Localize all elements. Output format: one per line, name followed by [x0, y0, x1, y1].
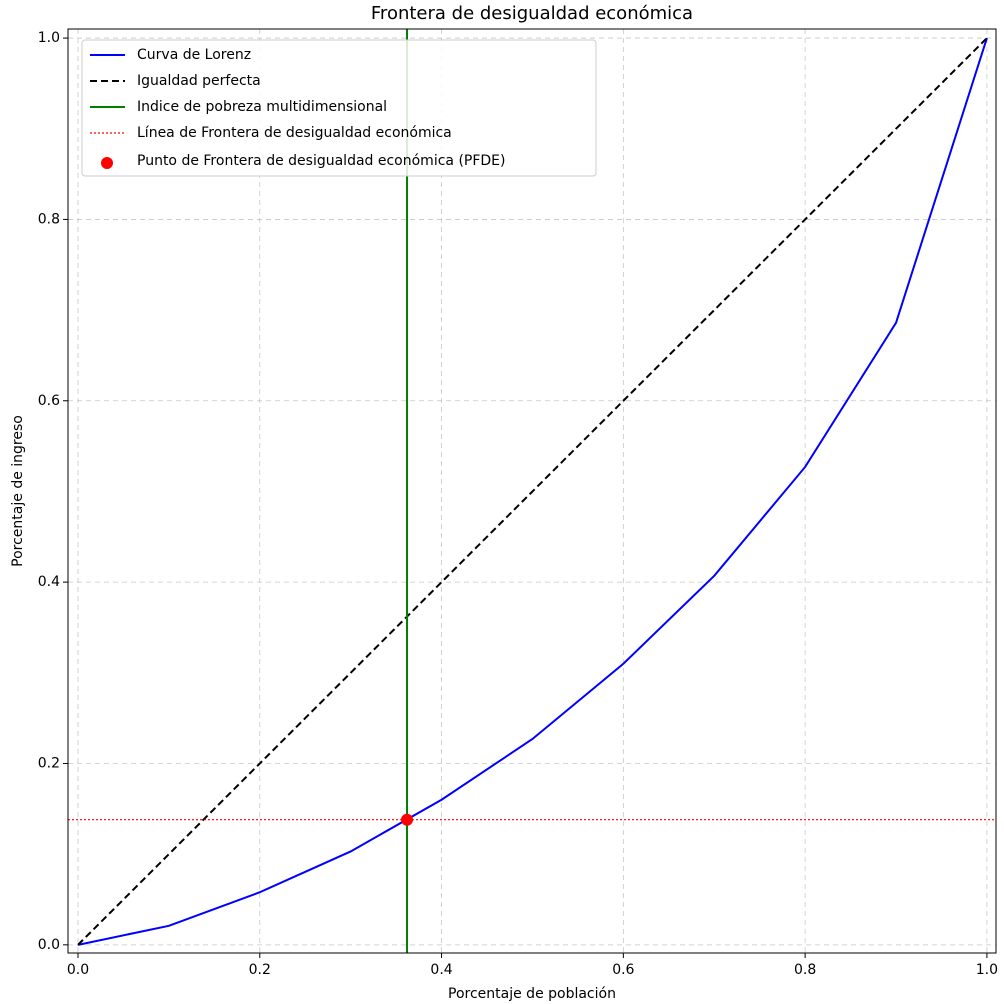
point: [401, 813, 414, 826]
y-tick-label: 0.4: [38, 574, 60, 590]
legend-box: [81, 39, 597, 177]
x-tick-label: 0.6: [612, 962, 634, 978]
y-tick-label: 1.0: [38, 30, 60, 46]
x-tick-label: 0.4: [430, 962, 452, 978]
y-tick-label: 0.6: [38, 393, 60, 409]
chart-title: Frontera de desigualdad económica: [371, 3, 693, 24]
legend-label: Línea de Frontera de desigualdad económi…: [137, 125, 452, 141]
legend-label: Indice de pobreza multidimensional: [137, 99, 387, 115]
series-line: [77, 37, 988, 946]
x-tick-label: 1.0: [976, 962, 998, 978]
x-tick-label: 0.2: [249, 962, 271, 978]
x-tick-label: 0.8: [794, 962, 816, 978]
y-tick-label: 0.8: [38, 211, 60, 227]
plot-frame: [67, 28, 997, 954]
y-axis-label: Porcentaje de ingreso: [10, 415, 26, 567]
legend-label: Punto de Frontera de desigualdad económi…: [137, 153, 505, 169]
legend-label: Igualdad perfecta: [137, 73, 261, 89]
y-tick-label: 0.2: [38, 755, 60, 771]
y-tick-label: 0.0: [38, 937, 60, 953]
series-line: [77, 37, 988, 946]
legend-swatch: [101, 157, 113, 169]
legend-label: Curva de Lorenz: [137, 47, 251, 63]
x-axis-label: Porcentaje de población: [448, 986, 616, 1002]
x-tick-label: 0.0: [67, 962, 89, 978]
